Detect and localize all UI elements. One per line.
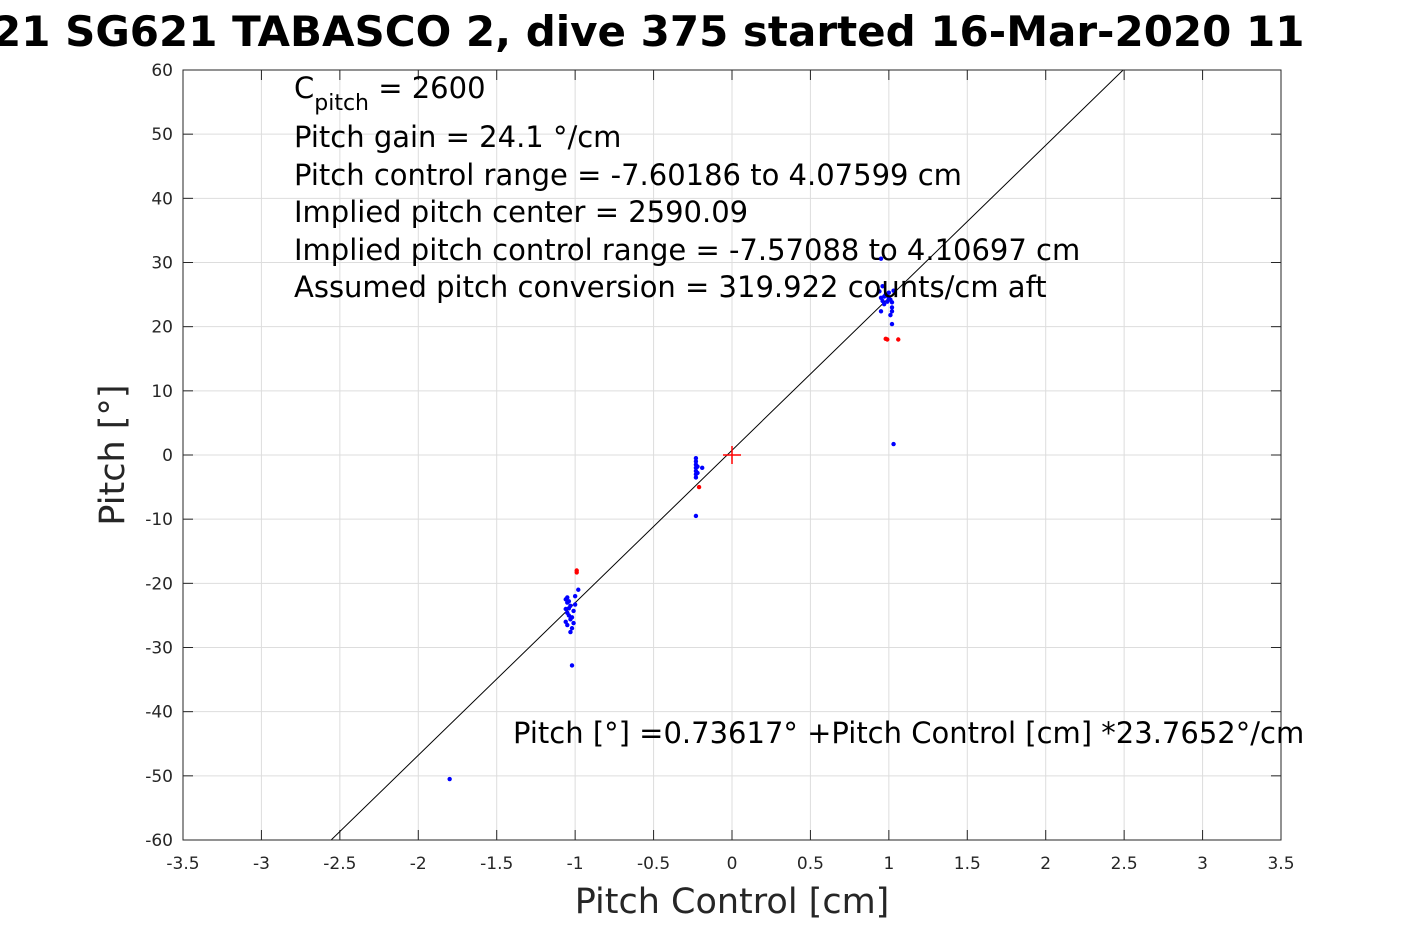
x-axis-label: Pitch Control [cm] xyxy=(575,882,890,922)
data-point-series-1 xyxy=(568,629,573,635)
data-point-series-1 xyxy=(880,284,885,289)
annotation-pitch-control-range: Pitch control range = -7.60186 to 4.0759… xyxy=(294,158,962,192)
annotation-c-pitch: Cpitch = 2600 xyxy=(294,71,486,116)
data-point-series-1 xyxy=(572,602,578,607)
data-point-series-1 xyxy=(891,288,896,293)
data-point-series-1 xyxy=(571,608,576,614)
y-tick-label: 30 xyxy=(151,254,173,274)
annotation-c-pitch-sub: pitch xyxy=(314,91,369,116)
data-point-series-1 xyxy=(886,296,892,301)
y-tick-label: -40 xyxy=(145,703,173,723)
y-tick-label: 20 xyxy=(151,318,173,338)
annotation-c-pitch-rest: = 2600 xyxy=(369,71,486,105)
x-tick-label: 1.5 xyxy=(954,854,981,874)
data-point-series-1 xyxy=(881,302,887,307)
data-point-series-1 xyxy=(695,464,700,469)
y-tick-label: -20 xyxy=(145,574,173,594)
x-tick-label: 3.5 xyxy=(1267,854,1294,874)
y-tick-label: -50 xyxy=(145,767,173,787)
annotation-implied-pitch-control-range: Implied pitch control range = -7.57088 t… xyxy=(294,233,1080,267)
data-point-series-2 xyxy=(885,337,890,342)
data-point-series-1 xyxy=(693,513,699,519)
data-point-series-1 xyxy=(572,593,578,599)
data-point-series-1 xyxy=(693,456,699,461)
tick-labels: -3.5 -3 -2.5 -2 -1.5 -1 -0.5 0 0.5 1 1.5 2 2.5 3 3.5 -6… xyxy=(145,61,1294,874)
data-point-series-1 xyxy=(695,470,700,476)
data-points xyxy=(447,256,901,782)
data-point-series-1 xyxy=(878,309,884,314)
data-point-series-1 xyxy=(566,606,572,611)
data-point-series-1 xyxy=(565,622,570,628)
data-point-series-1 xyxy=(889,300,895,305)
data-point-series-1 xyxy=(699,465,705,471)
data-point-series-1 xyxy=(889,309,895,314)
x-tick-label: -2.5 xyxy=(323,854,356,874)
x-tick-label: 2 xyxy=(1040,854,1051,874)
data-point-series-1 xyxy=(878,256,884,261)
annotation-pitch-gain: Pitch gain = 24.1 °/cm xyxy=(294,120,621,154)
data-point-series-2 xyxy=(696,484,702,490)
data-point-series-1 xyxy=(569,663,575,668)
y-tick-label: -30 xyxy=(145,639,173,659)
y-tick-label: -10 xyxy=(145,510,173,530)
data-point-series-1 xyxy=(886,290,892,295)
y-tick-label: 0 xyxy=(162,446,173,466)
data-point-series-1 xyxy=(888,312,893,318)
data-point-series-2 xyxy=(574,570,579,575)
plot-frame xyxy=(182,69,1282,841)
data-point-series-1 xyxy=(566,599,572,604)
data-point-series-1 xyxy=(889,321,895,327)
x-tick-label: 2.5 xyxy=(1111,854,1138,874)
data-point-series-1 xyxy=(889,305,895,310)
y-axis-label: Pitch [°] xyxy=(93,384,133,525)
annotation-c-pitch-main: C xyxy=(294,71,314,105)
x-tick-label: -0.5 xyxy=(637,854,670,874)
annotation-assumed-pitch-conversion: Assumed pitch conversion = 319.922 count… xyxy=(294,270,1047,304)
data-point-series-1 xyxy=(447,776,452,782)
data-point-series-1 xyxy=(881,294,887,299)
y-tick-label: 50 xyxy=(151,125,173,145)
data-point-series-1 xyxy=(569,615,575,620)
x-tick-label: 0.5 xyxy=(797,854,824,874)
chart-title: 21 SG621 TABASCO 2, dive 375 started 16-… xyxy=(0,7,1304,56)
x-tick-label: 3 xyxy=(1197,854,1208,874)
data-point-series-1 xyxy=(565,595,570,600)
x-tick-label: -3.5 xyxy=(166,854,199,874)
x-tick-label: -2 xyxy=(410,854,427,874)
center-marker xyxy=(723,446,741,464)
data-point-series-2 xyxy=(896,337,901,342)
annotation-fit-equation: Pitch [°] =0.73617° +Pitch Control [cm] … xyxy=(513,716,1304,750)
y-tick-label: 60 xyxy=(151,61,173,81)
data-point-series-1 xyxy=(693,459,699,464)
x-tick-label: -3 xyxy=(253,854,270,874)
data-point-series-1 xyxy=(571,620,576,626)
data-point-series-1 xyxy=(877,289,882,294)
y-tick-label: -60 xyxy=(145,831,173,851)
x-tick-label: -1 xyxy=(567,854,584,874)
data-point-series-1 xyxy=(693,475,699,480)
x-tick-label: -1.5 xyxy=(480,854,513,874)
data-point-series-1 xyxy=(891,441,896,447)
annotation-implied-pitch-center: Implied pitch center = 2590.09 xyxy=(294,195,748,229)
data-point-series-1 xyxy=(576,587,581,592)
y-tick-label: 10 xyxy=(151,382,173,402)
y-tick-label: 40 xyxy=(151,189,173,209)
x-tick-label: 0 xyxy=(727,854,738,874)
x-tick-label: 1 xyxy=(883,854,894,874)
data-point-series-1 xyxy=(569,626,575,631)
